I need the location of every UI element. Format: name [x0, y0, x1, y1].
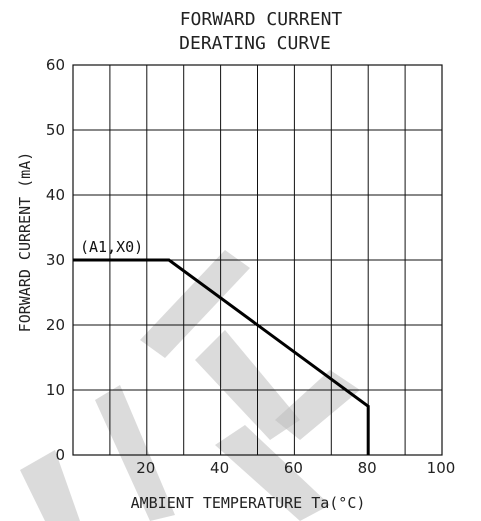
x-tick-labels: 20 40 60 80 100 — [136, 459, 455, 477]
series-group — [73, 258, 370, 455]
y-tick-label: 20 — [46, 316, 65, 334]
title: FORWARD CURRENT DERATING CURVE — [179, 9, 342, 54]
derating-curve-line — [73, 258, 370, 455]
chart-title-line-2: DERATING CURVE — [179, 33, 331, 54]
curve-annotation: (A1,X0) — [80, 238, 143, 256]
y-tick-label: 30 — [46, 251, 65, 269]
y-tick-labels: 0 10 20 30 40 50 60 — [46, 56, 65, 464]
x-tick-label: 100 — [427, 459, 456, 477]
x-axis-label: AMBIENT TEMPERATURE Ta(°C) — [131, 494, 366, 512]
chart-title-line-1: FORWARD CURRENT — [180, 9, 343, 30]
x-tick-label: 60 — [284, 459, 303, 477]
y-tick-label: 40 — [46, 186, 65, 204]
y-tick-label: 0 — [55, 446, 65, 464]
y-tick-label: 10 — [46, 381, 65, 399]
x-tick-label: 40 — [210, 459, 229, 477]
x-tick-label: 80 — [358, 459, 377, 477]
watermark — [20, 250, 360, 521]
x-tick-label: 20 — [136, 459, 155, 477]
y-tick-label: 50 — [46, 121, 65, 139]
y-tick-label: 60 — [46, 56, 65, 74]
y-axis-label: FORWARD CURRENT (mA) — [16, 152, 34, 333]
